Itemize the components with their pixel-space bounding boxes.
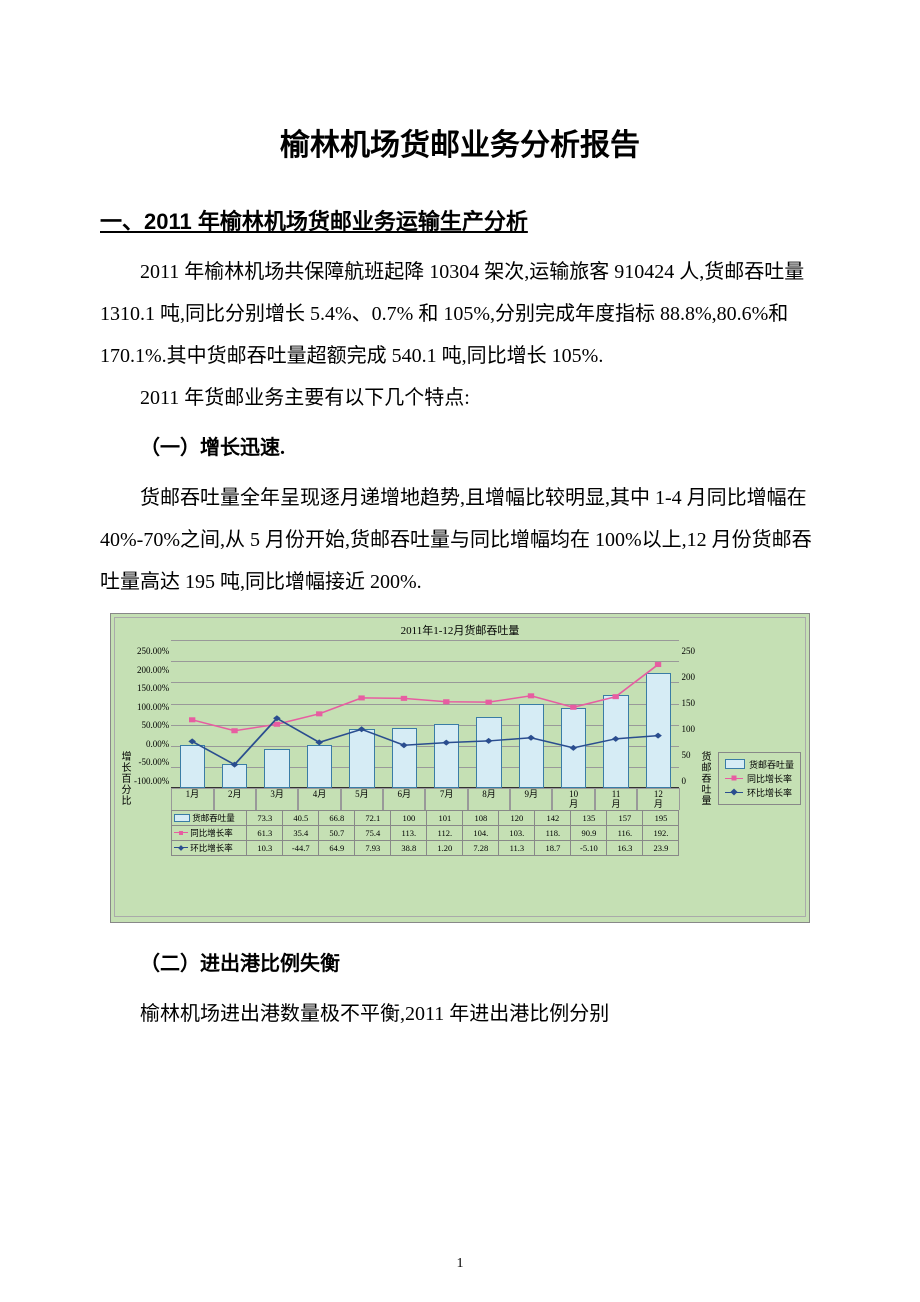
subsection-1-heading: （一）增长迅速. — [100, 427, 820, 469]
document-title: 榆林机场货邮业务分析报告 — [100, 120, 820, 164]
chart-title: 2011年1-12月货邮吞吐量 — [115, 618, 805, 640]
legend-item-throughput: 货邮吞吐量 — [725, 758, 794, 771]
right-y-axis-ticks: 250200150100500 — [679, 644, 695, 788]
right-y-axis-label: 货邮吞吐量 — [695, 751, 714, 806]
document-page: 榆林机场货邮业务分析报告 一、2011 年榆林机场货邮业务运输生产分析 2011… — [0, 0, 920, 1302]
legend-swatch-line-mom-icon — [725, 792, 743, 793]
chart-data-table: 货邮吞吐量73.340.566.872.11001011081201421351… — [171, 810, 679, 856]
legend-item-yoy: 同比增长率 — [725, 772, 794, 785]
chart-x-axis-labels: 1月2月3月4月5月6月7月8月9月10月11月12月 — [171, 788, 679, 810]
legend-item-mom: 环比增长率 — [725, 786, 794, 799]
chart-lines-overlay — [171, 640, 679, 788]
legend-label-throughput: 货邮吞吐量 — [749, 758, 794, 771]
left-y-axis-ticks: 250.00%200.00%150.00%100.00%50.00%0.00%-… — [134, 644, 171, 788]
legend-swatch-bar-icon — [725, 759, 745, 769]
paragraph-2: 2011 年货邮业务主要有以下几个特点: — [100, 377, 820, 419]
chart-legend: 货邮吞吐量 同比增长率 环比增长率 — [718, 752, 801, 805]
page-number: 1 — [0, 1256, 920, 1272]
section-1-heading: 一、2011 年榆林机场货邮业务运输生产分析 — [100, 204, 820, 236]
paragraph-3: 货邮吞吐量全年呈现逐月递增地趋势,且增幅比较明显,其中 1-4 月同比增幅在 4… — [100, 477, 820, 603]
paragraph-1: 2011 年榆林机场共保障航班起降 10304 架次,运输旅客 910424 人… — [100, 251, 820, 377]
subsection-2-heading: （二）进出港比例失衡 — [100, 943, 820, 985]
chart-plot-area — [171, 640, 679, 788]
paragraph-4: 榆林机场进出港数量极不平衡,2011 年进出港比例分别 — [100, 993, 820, 1035]
throughput-chart: 2011年1-12月货邮吞吐量 增长百分比 250.00%200.00%150.… — [110, 613, 810, 923]
legend-label-mom: 环比增长率 — [747, 786, 792, 799]
left-y-axis-label: 增长百分比 — [115, 751, 134, 806]
legend-swatch-line-yoy-icon — [725, 778, 743, 779]
legend-label-yoy: 同比增长率 — [747, 772, 792, 785]
